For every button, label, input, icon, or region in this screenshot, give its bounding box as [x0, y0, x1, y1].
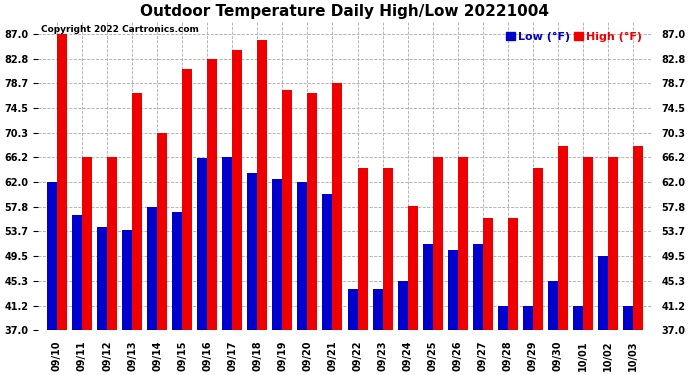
Bar [282, 90, 293, 330]
Bar [333, 83, 342, 330]
Bar [172, 212, 182, 330]
Text: Copyright 2022 Cartronics.com: Copyright 2022 Cartronics.com [41, 25, 199, 34]
Bar [297, 182, 308, 330]
Bar [207, 58, 217, 330]
Bar [548, 281, 558, 330]
Bar [157, 133, 167, 330]
Bar [397, 281, 408, 330]
Bar [233, 50, 242, 330]
Bar [608, 157, 618, 330]
Bar [47, 182, 57, 330]
Bar [107, 157, 117, 330]
Legend: Low (°F), High (°F): Low (°F), High (°F) [502, 27, 647, 46]
Bar [633, 146, 643, 330]
Bar [508, 217, 518, 330]
Bar [448, 251, 457, 330]
Bar [57, 34, 67, 330]
Bar [182, 69, 193, 330]
Bar [483, 217, 493, 330]
Bar [273, 179, 282, 330]
Bar [583, 157, 593, 330]
Bar [82, 157, 92, 330]
Bar [322, 194, 333, 330]
Title: Outdoor Temperature Daily High/Low 20221004: Outdoor Temperature Daily High/Low 20221… [141, 4, 549, 19]
Bar [497, 306, 508, 330]
Bar [308, 93, 317, 330]
Bar [423, 244, 433, 330]
Bar [197, 158, 207, 330]
Bar [348, 289, 357, 330]
Bar [433, 157, 443, 330]
Bar [97, 226, 107, 330]
Bar [523, 306, 533, 330]
Bar [457, 157, 468, 330]
Bar [122, 230, 132, 330]
Bar [357, 168, 368, 330]
Bar [373, 289, 382, 330]
Bar [533, 168, 543, 330]
Bar [147, 207, 157, 330]
Bar [558, 146, 568, 330]
Bar [132, 93, 142, 330]
Bar [382, 168, 393, 330]
Bar [257, 39, 267, 330]
Bar [222, 157, 233, 330]
Bar [247, 173, 257, 330]
Bar [473, 244, 483, 330]
Bar [408, 206, 417, 330]
Bar [72, 215, 82, 330]
Bar [573, 306, 583, 330]
Bar [598, 256, 608, 330]
Bar [623, 306, 633, 330]
